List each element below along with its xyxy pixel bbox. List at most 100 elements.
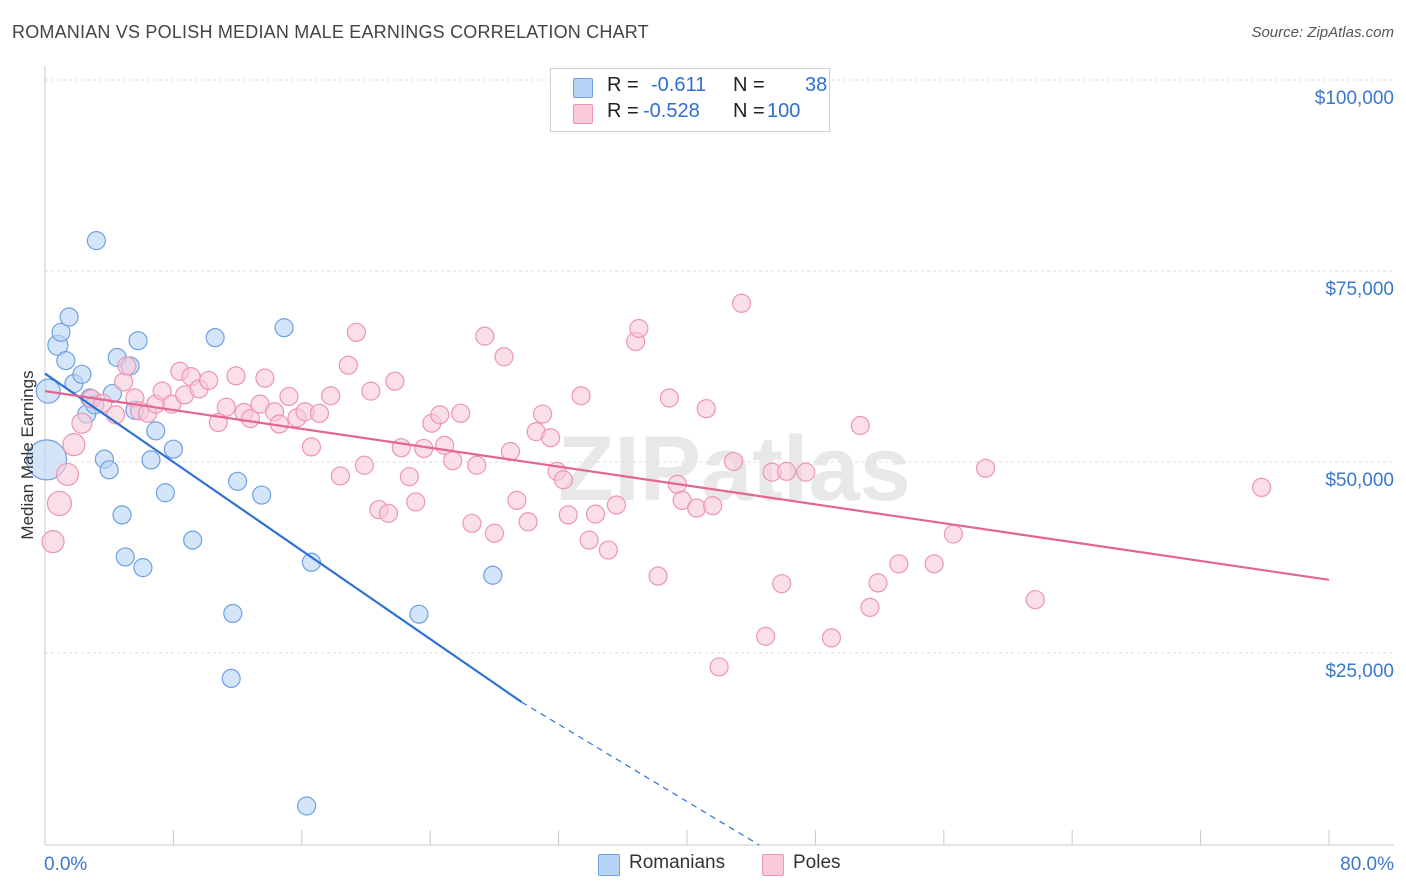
poles-point xyxy=(240,409,261,429)
romanians-point xyxy=(163,439,183,459)
poles-point xyxy=(354,455,374,475)
romanians-point xyxy=(483,565,503,585)
poles-point xyxy=(484,523,504,543)
chart-title: ROMANIAN VS POLISH MEDIAN MALE EARNINGS … xyxy=(12,22,649,42)
poles-point xyxy=(71,412,93,434)
trend-lines xyxy=(44,372,1330,846)
romanians-point xyxy=(99,460,119,480)
x-tick-label-min: 0.0% xyxy=(44,854,87,875)
poles-point xyxy=(821,628,842,648)
poles-point xyxy=(430,405,450,425)
poles-point xyxy=(279,386,299,407)
poles-point xyxy=(321,386,341,406)
poles-point xyxy=(518,512,538,532)
romanians-swatch xyxy=(573,78,593,98)
romanians-point xyxy=(26,439,68,481)
poles-point xyxy=(475,326,495,346)
romanians-point xyxy=(86,231,106,251)
romanians-point xyxy=(155,483,175,503)
x-ticks xyxy=(172,830,1330,845)
poles-point xyxy=(301,437,322,457)
poles-point xyxy=(756,626,776,646)
poles-point xyxy=(55,462,80,487)
poles-point xyxy=(703,496,723,516)
romanians-point xyxy=(72,364,92,384)
romanians-point xyxy=(228,471,248,491)
romanians-legend-swatch xyxy=(598,854,620,876)
poles-point xyxy=(226,366,246,386)
poles-point xyxy=(338,355,358,375)
poles-point xyxy=(391,438,411,458)
poles-point xyxy=(255,368,275,388)
romanians-point xyxy=(59,307,79,327)
poles-point xyxy=(152,381,172,401)
poles-trend-line xyxy=(44,390,1330,581)
poles-point xyxy=(114,372,134,392)
poles-point xyxy=(558,505,578,525)
poles-point xyxy=(860,597,880,617)
poles-point xyxy=(772,574,792,594)
y-tick-label: $25,000 xyxy=(1325,661,1394,682)
romanians-point xyxy=(112,505,132,525)
poles-point xyxy=(598,540,618,560)
romanians-point xyxy=(141,450,161,470)
poles-point xyxy=(46,490,73,517)
poles-point xyxy=(709,657,729,677)
romanians-point xyxy=(133,558,153,578)
romanians-point xyxy=(409,604,429,624)
romanians-points xyxy=(26,231,503,816)
poles-point xyxy=(216,397,236,417)
romanians-point xyxy=(146,421,166,441)
poles-point xyxy=(507,490,527,510)
poles-point xyxy=(532,404,553,424)
legend-n-value: 38 xyxy=(805,74,828,96)
romanians-legend-label: Romanians xyxy=(629,852,726,873)
romanians-point xyxy=(51,322,71,342)
poles-point xyxy=(629,318,649,339)
legend-r-value: -0.528 xyxy=(643,100,700,122)
chart-source: Source: ZipAtlas.com xyxy=(1251,24,1394,41)
poles-points xyxy=(41,293,1272,677)
poles-legend-label: Poles xyxy=(793,852,841,873)
romanians-point xyxy=(221,668,241,689)
x-tick-label-max: 80.0% xyxy=(1340,854,1394,875)
poles-point xyxy=(696,399,716,419)
y-tick-label: $75,000 xyxy=(1325,279,1394,300)
poles-point xyxy=(406,492,426,512)
poles-point xyxy=(62,433,86,457)
poles-point xyxy=(385,371,405,391)
poles-point xyxy=(776,461,797,481)
poles-point xyxy=(579,530,599,550)
poles-point xyxy=(606,495,626,515)
y-axis-label: Median Male Earnings xyxy=(18,370,37,539)
poles-point xyxy=(330,466,350,486)
poles-point xyxy=(731,293,752,313)
poles-point xyxy=(850,415,870,436)
legend-r-value: -0.611 xyxy=(651,74,707,96)
correlation-legend: R = -0.611 N = 38 R = -0.528 N = 100 xyxy=(550,68,830,132)
romanians-point xyxy=(205,328,225,348)
poles-point xyxy=(1025,590,1045,610)
poles-point xyxy=(571,386,591,406)
poles-point xyxy=(648,566,668,586)
legend-n-value: 100 xyxy=(767,100,801,122)
poles-point xyxy=(399,467,419,487)
poles-point xyxy=(41,530,65,554)
romanians-point xyxy=(56,350,76,371)
poles-legend-swatch xyxy=(762,854,784,876)
poles-point xyxy=(553,470,574,490)
poles-point xyxy=(975,458,996,478)
romanians-trend-extension xyxy=(521,701,760,846)
legend-r-label: R = xyxy=(607,74,639,96)
legend-r-label: R = xyxy=(607,100,639,122)
romanians-point xyxy=(115,547,135,567)
poles-point xyxy=(924,554,944,574)
romanians-trend-line xyxy=(44,372,523,703)
poles-point xyxy=(494,347,514,367)
poles-point xyxy=(462,513,482,533)
poles-point xyxy=(443,451,463,471)
poles-point xyxy=(1251,477,1272,498)
poles-point xyxy=(540,428,561,448)
poles-point xyxy=(378,503,399,523)
